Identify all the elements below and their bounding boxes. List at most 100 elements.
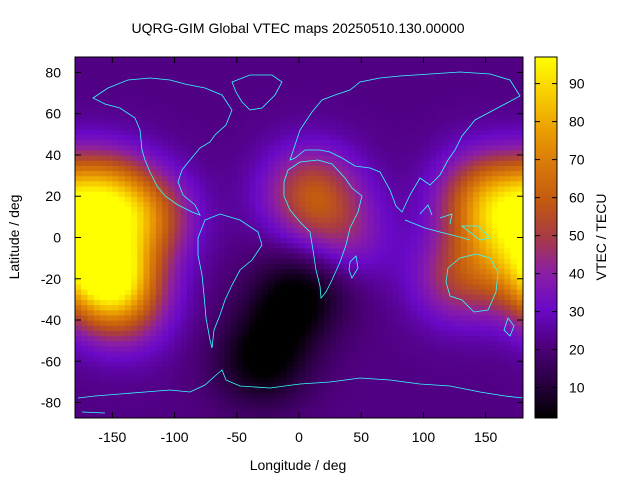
heatmap-cell bbox=[155, 412, 163, 418]
heatmap-cell bbox=[498, 345, 505, 352]
heatmap-cell bbox=[118, 175, 126, 182]
heatmap-cell bbox=[460, 175, 468, 182]
heatmap-cell bbox=[317, 350, 325, 357]
heatmap-cell bbox=[317, 77, 325, 84]
heatmap-cell bbox=[386, 278, 393, 285]
heatmap-cell bbox=[404, 330, 412, 337]
heatmap-cell bbox=[516, 263, 523, 270]
heatmap-cell bbox=[473, 227, 481, 233]
heatmap-cell bbox=[373, 299, 381, 306]
heatmap-cell bbox=[174, 381, 182, 388]
heatmap-cell bbox=[168, 242, 176, 249]
heatmap-cell bbox=[261, 366, 269, 373]
heatmap-cell bbox=[81, 247, 89, 254]
heatmap-cell bbox=[155, 62, 163, 68]
heatmap-cell bbox=[411, 201, 418, 208]
heatmap-cell bbox=[261, 149, 269, 156]
heatmap-cell bbox=[87, 392, 95, 398]
heatmap-cell bbox=[379, 258, 387, 264]
heatmap-cell bbox=[355, 98, 362, 105]
heatmap-cell bbox=[398, 247, 406, 254]
heatmap-cell bbox=[342, 387, 350, 393]
heatmap-cell bbox=[112, 180, 120, 187]
heatmap-cell bbox=[342, 175, 350, 182]
heatmap-cell bbox=[236, 412, 244, 418]
heatmap-cell bbox=[236, 381, 244, 388]
heatmap-cell bbox=[143, 160, 151, 166]
heatmap-cell bbox=[280, 87, 288, 94]
heatmap-cell bbox=[81, 325, 89, 331]
heatmap-cell bbox=[230, 289, 238, 295]
heatmap-cell bbox=[168, 93, 176, 99]
heatmap-cell bbox=[162, 139, 169, 146]
heatmap-cell bbox=[224, 304, 232, 311]
heatmap-cell bbox=[435, 330, 443, 337]
heatmap-cell bbox=[211, 381, 219, 388]
heatmap-cell bbox=[411, 387, 418, 393]
heatmap-cell bbox=[348, 160, 356, 166]
heatmap-cell bbox=[398, 361, 406, 368]
heatmap-cell bbox=[124, 325, 132, 331]
heatmap-cell bbox=[323, 170, 331, 177]
heatmap-cell bbox=[112, 232, 120, 239]
heatmap-cell bbox=[305, 67, 313, 74]
heatmap-cell bbox=[149, 299, 157, 306]
heatmap-cell bbox=[236, 227, 244, 233]
heatmap-cell bbox=[491, 191, 499, 197]
heatmap-cell bbox=[460, 330, 468, 337]
heatmap-cell bbox=[417, 320, 425, 326]
heatmap-cell bbox=[255, 402, 263, 409]
heatmap-cell bbox=[379, 87, 387, 94]
heatmap-cell bbox=[230, 294, 238, 300]
heatmap-cell bbox=[180, 227, 188, 233]
heatmap-cell bbox=[510, 211, 518, 218]
heatmap-cell bbox=[187, 185, 194, 192]
heatmap-cell bbox=[336, 247, 344, 254]
heatmap-cell bbox=[261, 294, 269, 300]
heatmap-cell bbox=[267, 268, 275, 275]
heatmap-cell bbox=[330, 72, 337, 79]
heatmap-cell bbox=[230, 165, 238, 172]
heatmap-cell bbox=[112, 387, 120, 393]
heatmap-cell bbox=[99, 294, 107, 300]
heatmap-cell bbox=[112, 67, 120, 74]
heatmap-cell bbox=[243, 222, 250, 228]
heatmap-cell bbox=[137, 216, 145, 223]
heatmap-cell bbox=[311, 144, 319, 151]
heatmap-cell bbox=[93, 191, 101, 197]
heatmap-cell bbox=[305, 330, 313, 337]
heatmap-cell bbox=[510, 201, 518, 208]
heatmap-cell bbox=[81, 361, 89, 368]
heatmap-cell bbox=[373, 397, 381, 404]
heatmap-cell bbox=[323, 124, 331, 130]
heatmap-cell bbox=[361, 309, 369, 316]
heatmap-cell bbox=[205, 402, 213, 409]
heatmap-cell bbox=[317, 227, 325, 233]
heatmap-cell bbox=[504, 402, 512, 409]
heatmap-cell bbox=[236, 325, 244, 331]
heatmap-cell bbox=[75, 103, 82, 110]
heatmap-cell bbox=[99, 361, 107, 368]
heatmap-cell bbox=[423, 278, 431, 285]
heatmap-cell bbox=[479, 134, 487, 141]
heatmap-cell bbox=[435, 113, 443, 120]
heatmap-cell bbox=[193, 124, 201, 130]
heatmap-cell bbox=[243, 175, 250, 182]
heatmap-cell bbox=[355, 103, 362, 110]
heatmap-cell bbox=[131, 335, 138, 342]
heatmap-cell bbox=[187, 160, 194, 166]
heatmap-cell bbox=[267, 376, 275, 383]
heatmap-cell bbox=[143, 294, 151, 300]
heatmap-cell bbox=[162, 216, 169, 223]
heatmap-cell bbox=[485, 366, 493, 373]
heatmap-cell bbox=[205, 87, 213, 94]
heatmap-cell bbox=[460, 196, 468, 202]
heatmap-cell bbox=[504, 335, 512, 342]
heatmap-cell bbox=[280, 376, 288, 383]
heatmap-cell bbox=[429, 62, 437, 68]
heatmap-cell bbox=[442, 304, 449, 311]
heatmap-cell bbox=[355, 242, 362, 249]
heatmap-cell bbox=[510, 232, 518, 239]
heatmap-cell bbox=[118, 392, 126, 398]
heatmap-cell bbox=[485, 124, 493, 130]
